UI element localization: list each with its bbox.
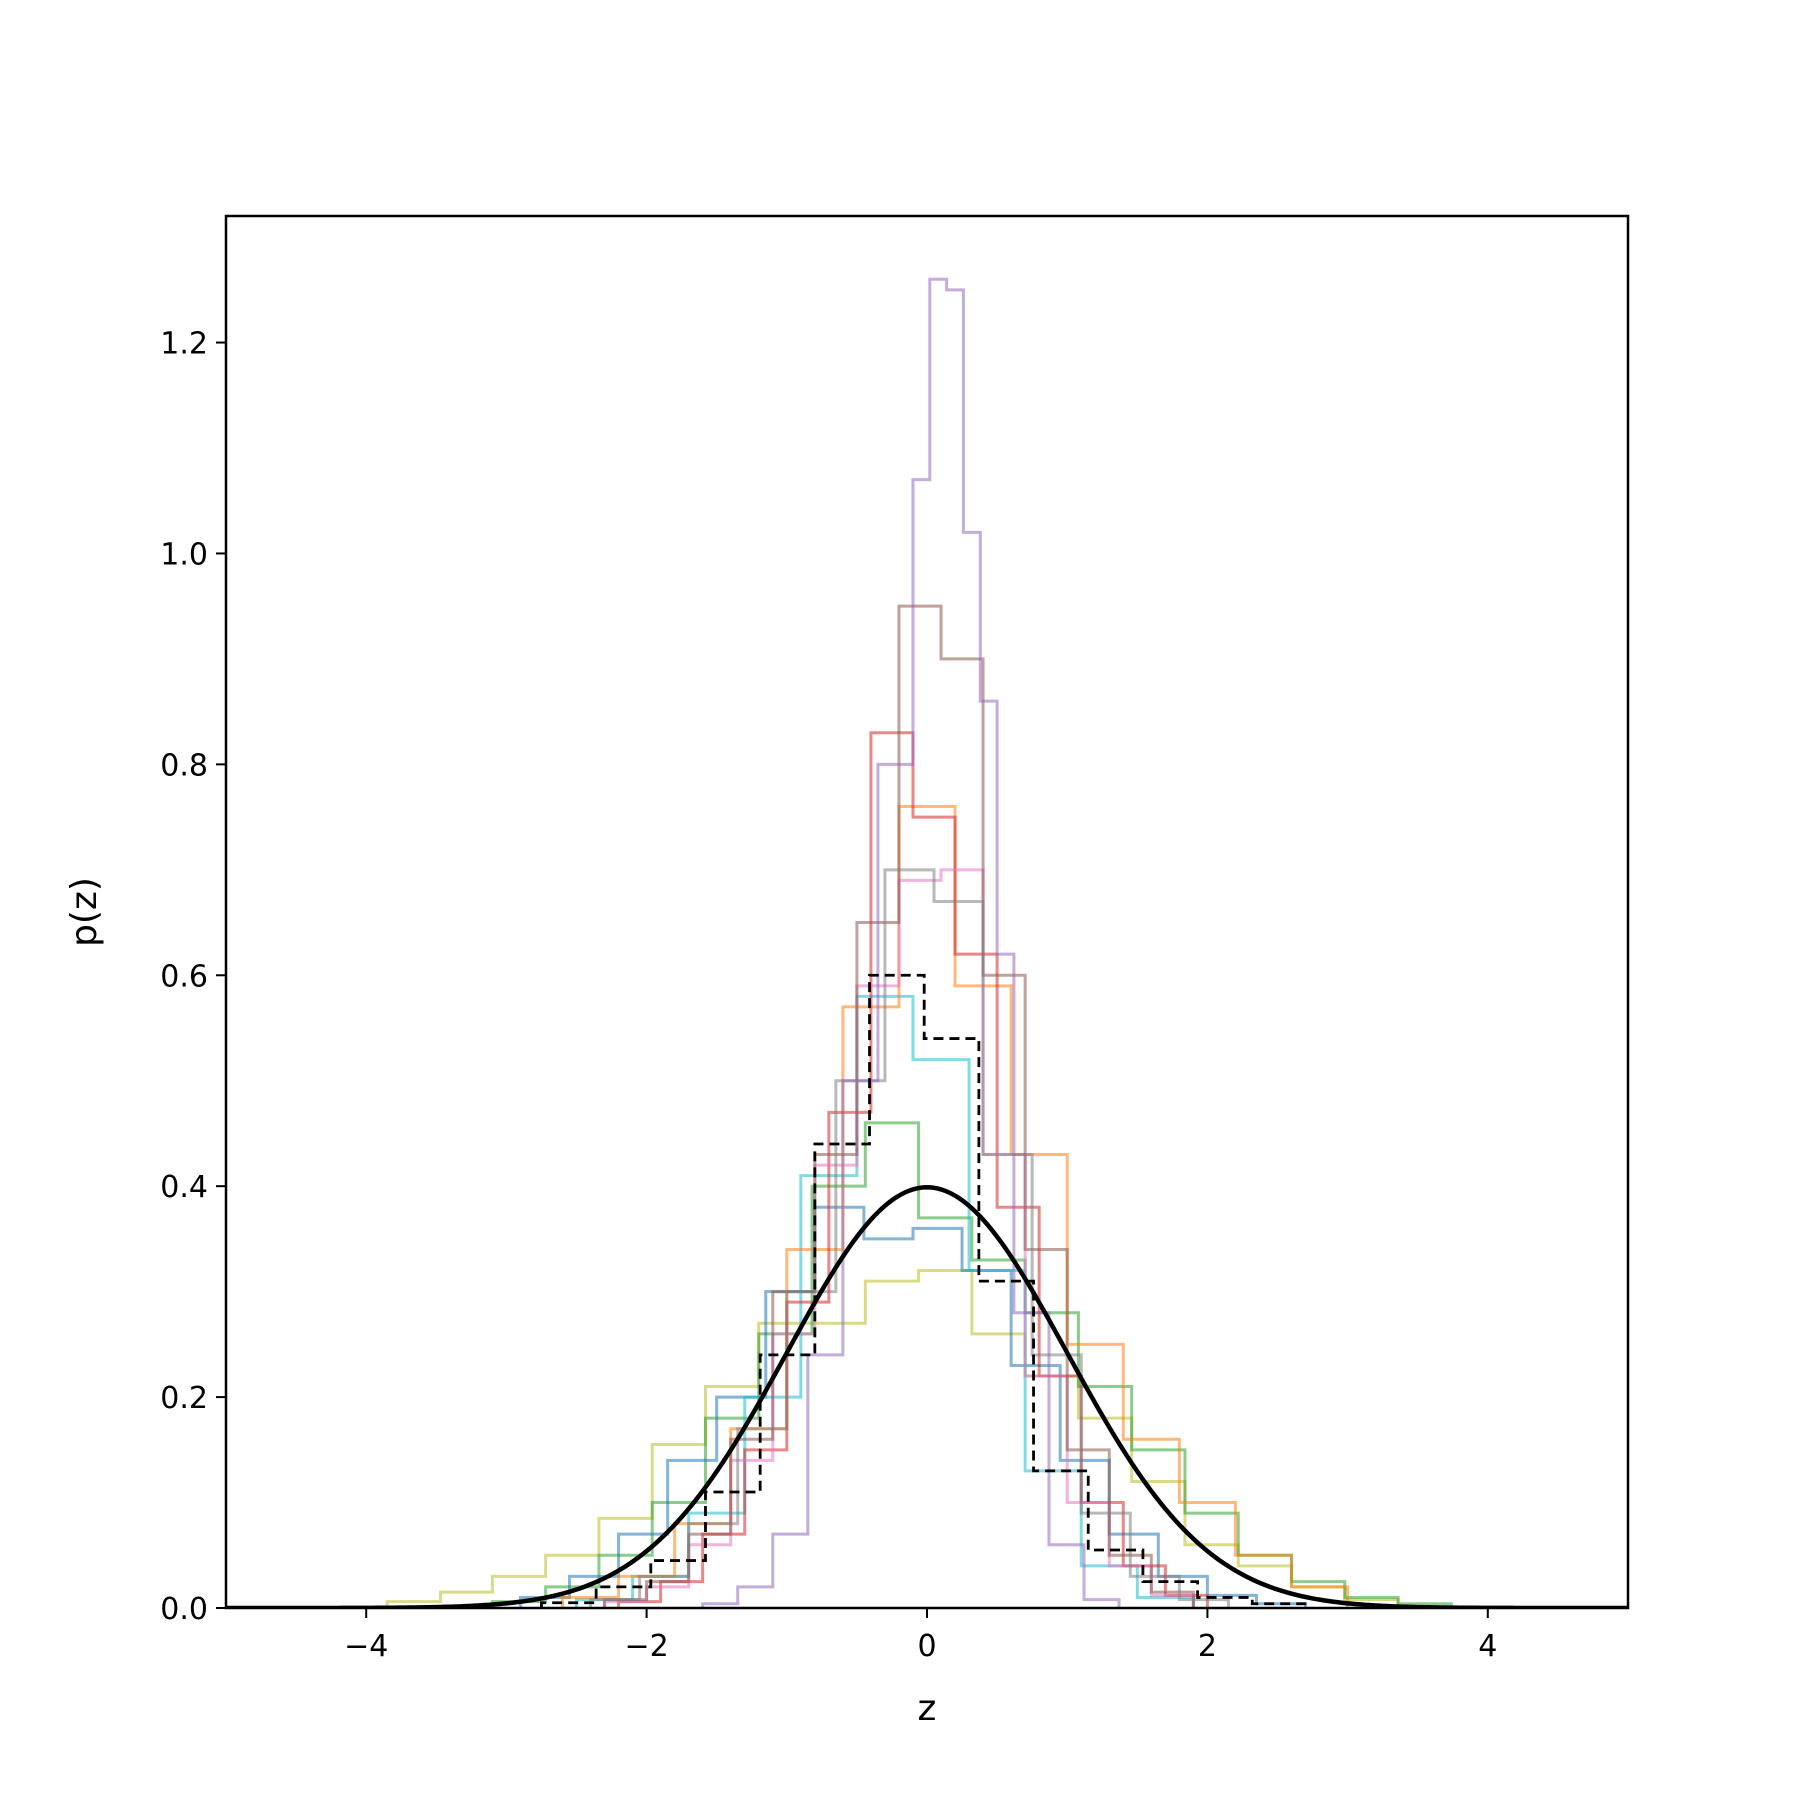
histogram-layer: [385, 277, 1453, 1608]
y-axis: 0.0 0.2 0.4 0.6 0.8 1.0 1.2: [160, 327, 226, 1627]
histogram-dashed-series: [540, 973, 1309, 1608]
histogram-series-0: [385, 1269, 1400, 1608]
x-tick-label: −2: [624, 1629, 668, 1664]
x-tick-label: 2: [1198, 1629, 1217, 1664]
y-tick-label: 0.0: [160, 1592, 208, 1627]
normal-pdf-curve: [226, 1185, 1628, 1608]
axes-frame: [224, 214, 1630, 1610]
x-tick-label: −4: [344, 1629, 388, 1664]
y-tick-label: 0.4: [160, 1170, 208, 1205]
y-tick-label: 0.2: [160, 1381, 208, 1416]
histogram-series-7: [603, 604, 1195, 1608]
x-axis: −4 −2 0 2 4: [344, 1608, 1497, 1664]
y-tick-label: 1.0: [160, 537, 208, 572]
y-tick-label: 1.2: [160, 327, 208, 362]
curve-layer: [226, 1185, 1628, 1608]
y-tick-label: 0.8: [160, 748, 208, 783]
histogram-series-2: [518, 1205, 1308, 1608]
x-axis-label: z: [918, 1688, 937, 1729]
x-tick-label: 4: [1478, 1629, 1497, 1664]
x-tick-label: 0: [917, 1629, 936, 1664]
y-axis-label: p(z): [64, 877, 105, 947]
y-tick-label: 0.6: [160, 959, 208, 994]
histogram-series-9: [701, 277, 1121, 1608]
histogram-series-8: [589, 868, 1230, 1608]
